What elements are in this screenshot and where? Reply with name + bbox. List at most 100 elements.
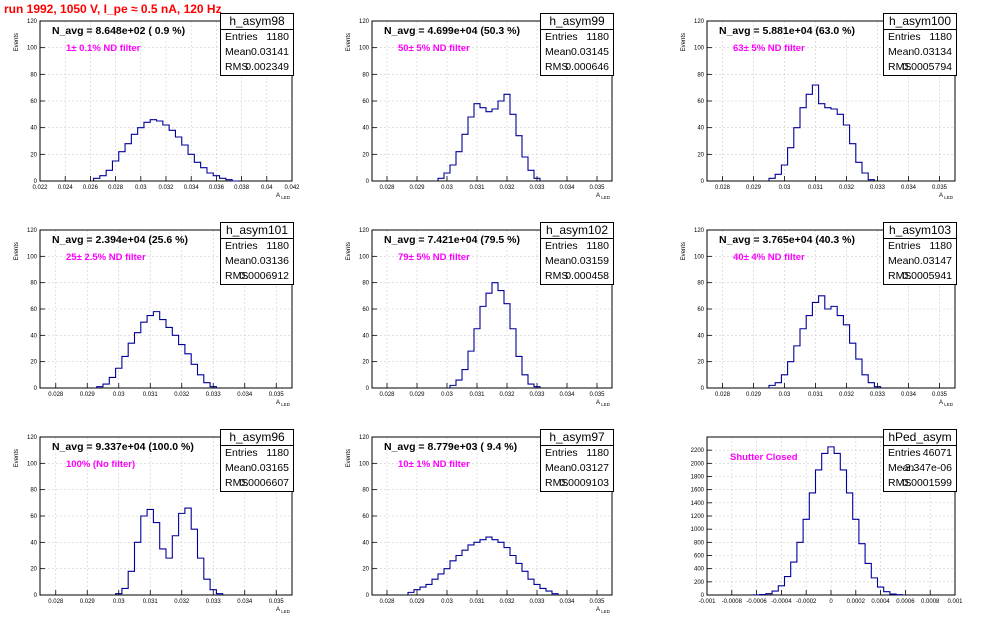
x-tick-label: 0.029	[409, 392, 425, 398]
navg-label: N_avg = 8.648e+02 ( 0.9 %)	[52, 25, 186, 37]
x-tick-label: 0.035	[589, 392, 605, 398]
filter-label: 25± 2.5% ND filter	[66, 252, 146, 263]
x-tick-label: 0.034	[237, 599, 253, 605]
x-tick-label: 0.031	[808, 392, 824, 398]
stat-box: h_asym99 Entries 1180 Mean 0.03145 RMS 0.00064…	[540, 13, 614, 76]
navg-label: N_avg = 8.779e+03 ( 9.4 %)	[384, 441, 518, 453]
y-tick-label: 60	[30, 307, 37, 313]
y-axis-title: Events	[681, 33, 687, 51]
x-tick-label: 0.028	[379, 599, 395, 605]
histogram-name: hPed_asym	[884, 430, 956, 446]
stat-entries-label: Entries	[545, 31, 578, 43]
stat-entries-row: Entries 46071	[884, 446, 956, 461]
y-tick-label: 400	[694, 567, 705, 573]
histogram-name: h_asym101	[221, 223, 293, 239]
x-axis-title: A LED	[596, 607, 611, 614]
y-tick-label: 0	[701, 179, 705, 185]
y-tick-label: 40	[30, 333, 37, 339]
x-tick-label: 0.034	[559, 392, 575, 398]
stat-box: h_asym101 Entries 1180 Mean 0.03136 RMS 0.0006…	[220, 222, 294, 285]
x-tick-label: 0.031	[143, 599, 159, 605]
x-tick-label: 0.031	[143, 392, 159, 398]
stat-box: h_asym102 Entries 1180 Mean 0.03159 RMS 0.0004…	[540, 222, 614, 285]
x-tick-label: 0.024	[58, 185, 74, 191]
stat-entries-row: Entries 1180	[221, 446, 293, 461]
stat-entries-label: Entries	[888, 31, 921, 43]
x-tick-label: 0	[829, 599, 833, 605]
y-tick-label: 60	[30, 514, 37, 520]
stat-entries-label: Entries	[225, 240, 258, 252]
y-tick-label: 0	[366, 386, 370, 392]
x-tick-label: 0.029	[746, 185, 762, 191]
y-tick-label: 40	[30, 126, 37, 132]
run-title: run 1992, 1050 V, I_pe ≈ 0.5 nA, 120 Hz	[4, 2, 222, 16]
y-tick-label: 80	[697, 72, 704, 78]
stat-mean-label: Mean	[225, 46, 252, 58]
histogram-name: h_asym99	[541, 14, 613, 30]
x-tick-label: 0.03	[113, 599, 125, 605]
x-tick-label: 0.031	[808, 185, 824, 191]
stat-mean-row: Mean 0.03165	[221, 461, 293, 476]
x-tick-label: 0.029	[80, 392, 96, 398]
stat-entries-row: Entries 1180	[884, 30, 956, 45]
x-tick-label: 0.03	[779, 392, 791, 398]
y-tick-label: 40	[362, 540, 369, 546]
histogram-line	[768, 295, 882, 388]
y-tick-label: 120	[359, 228, 370, 234]
y-tick-label: 100	[27, 461, 38, 467]
stat-box: h_asym98 Entries 1180 Mean 0.03141 RMS 0.00234…	[220, 13, 294, 76]
y-tick-label: 120	[694, 19, 705, 25]
y-tick-label: 1200	[691, 514, 705, 520]
stat-mean-value: 0.03127	[571, 462, 609, 474]
stat-entries-value: 1180	[929, 240, 952, 252]
stat-mean-row: Mean 0.03127	[541, 461, 613, 476]
stat-entries-label: Entries	[225, 31, 258, 43]
stat-entries-value: 1180	[586, 447, 609, 459]
stat-rms-row: RMS 0.0005794	[884, 60, 956, 75]
stat-rms-value: 0.002349	[245, 61, 289, 73]
x-axis-title: A LED	[276, 607, 291, 614]
x-tick-label: 0.029	[80, 599, 96, 605]
stat-entries-row: Entries 1180	[541, 30, 613, 45]
stat-rms-value: 0.0006607	[239, 477, 289, 489]
histogram-name: h_asym97	[541, 430, 613, 446]
histogram-name: h_asym103	[884, 223, 956, 239]
y-tick-label: 120	[27, 435, 38, 441]
x-tick-label: 0.035	[589, 185, 605, 191]
stat-entries-value: 1180	[929, 31, 952, 43]
stat-rms-label: RMS	[888, 477, 912, 489]
y-axis-title: Events	[346, 33, 352, 51]
y-tick-label: 100	[694, 254, 705, 260]
y-tick-label: 20	[30, 360, 37, 366]
x-tick-label: 0.001	[947, 599, 963, 605]
x-tick-label: 0.035	[269, 599, 285, 605]
filter-label: 100% (No filter)	[66, 459, 136, 470]
stat-rms-label: RMS	[545, 61, 569, 73]
stat-box: h_asym97 Entries 1180 Mean 0.03127 RMS 0.00091…	[540, 429, 614, 492]
stat-rms-row: RMS 0.0009103	[541, 476, 613, 491]
x-tick-label: 0.034	[559, 599, 575, 605]
stat-box: h_asym96 Entries 1180 Mean 0.03165 RMS 0.00066…	[220, 429, 294, 492]
x-tick-label: 0.032	[839, 185, 855, 191]
y-tick-label: 60	[697, 99, 704, 105]
x-tick-label: 0.028	[715, 392, 731, 398]
filter-label: 79± 5% ND filter	[398, 252, 470, 263]
y-tick-label: 80	[30, 281, 37, 287]
y-tick-label: 20	[362, 567, 369, 573]
navg-label: N_avg = 3.765e+04 (40.3 %)	[719, 234, 856, 246]
filter-label: Shutter Closed	[730, 452, 798, 463]
x-axis-title: A LED	[939, 193, 954, 200]
x-tick-label: 0.033	[529, 392, 545, 398]
filter-label: 63± 5% ND filter	[733, 43, 805, 54]
stat-mean-label: Mean	[545, 255, 572, 267]
x-tick-label: 0.034	[901, 185, 917, 191]
x-tick-label: 0.033	[529, 599, 545, 605]
y-tick-label: 20	[362, 360, 369, 366]
stat-entries-value: 1180	[586, 240, 609, 252]
x-tick-label: -0.0002	[796, 599, 817, 605]
stat-mean-value: -3.347e-06	[901, 462, 952, 474]
y-tick-label: 40	[697, 333, 704, 339]
navg-label: N_avg = 2.394e+04 (25.6 %)	[52, 234, 189, 246]
histogram-line	[752, 446, 903, 596]
